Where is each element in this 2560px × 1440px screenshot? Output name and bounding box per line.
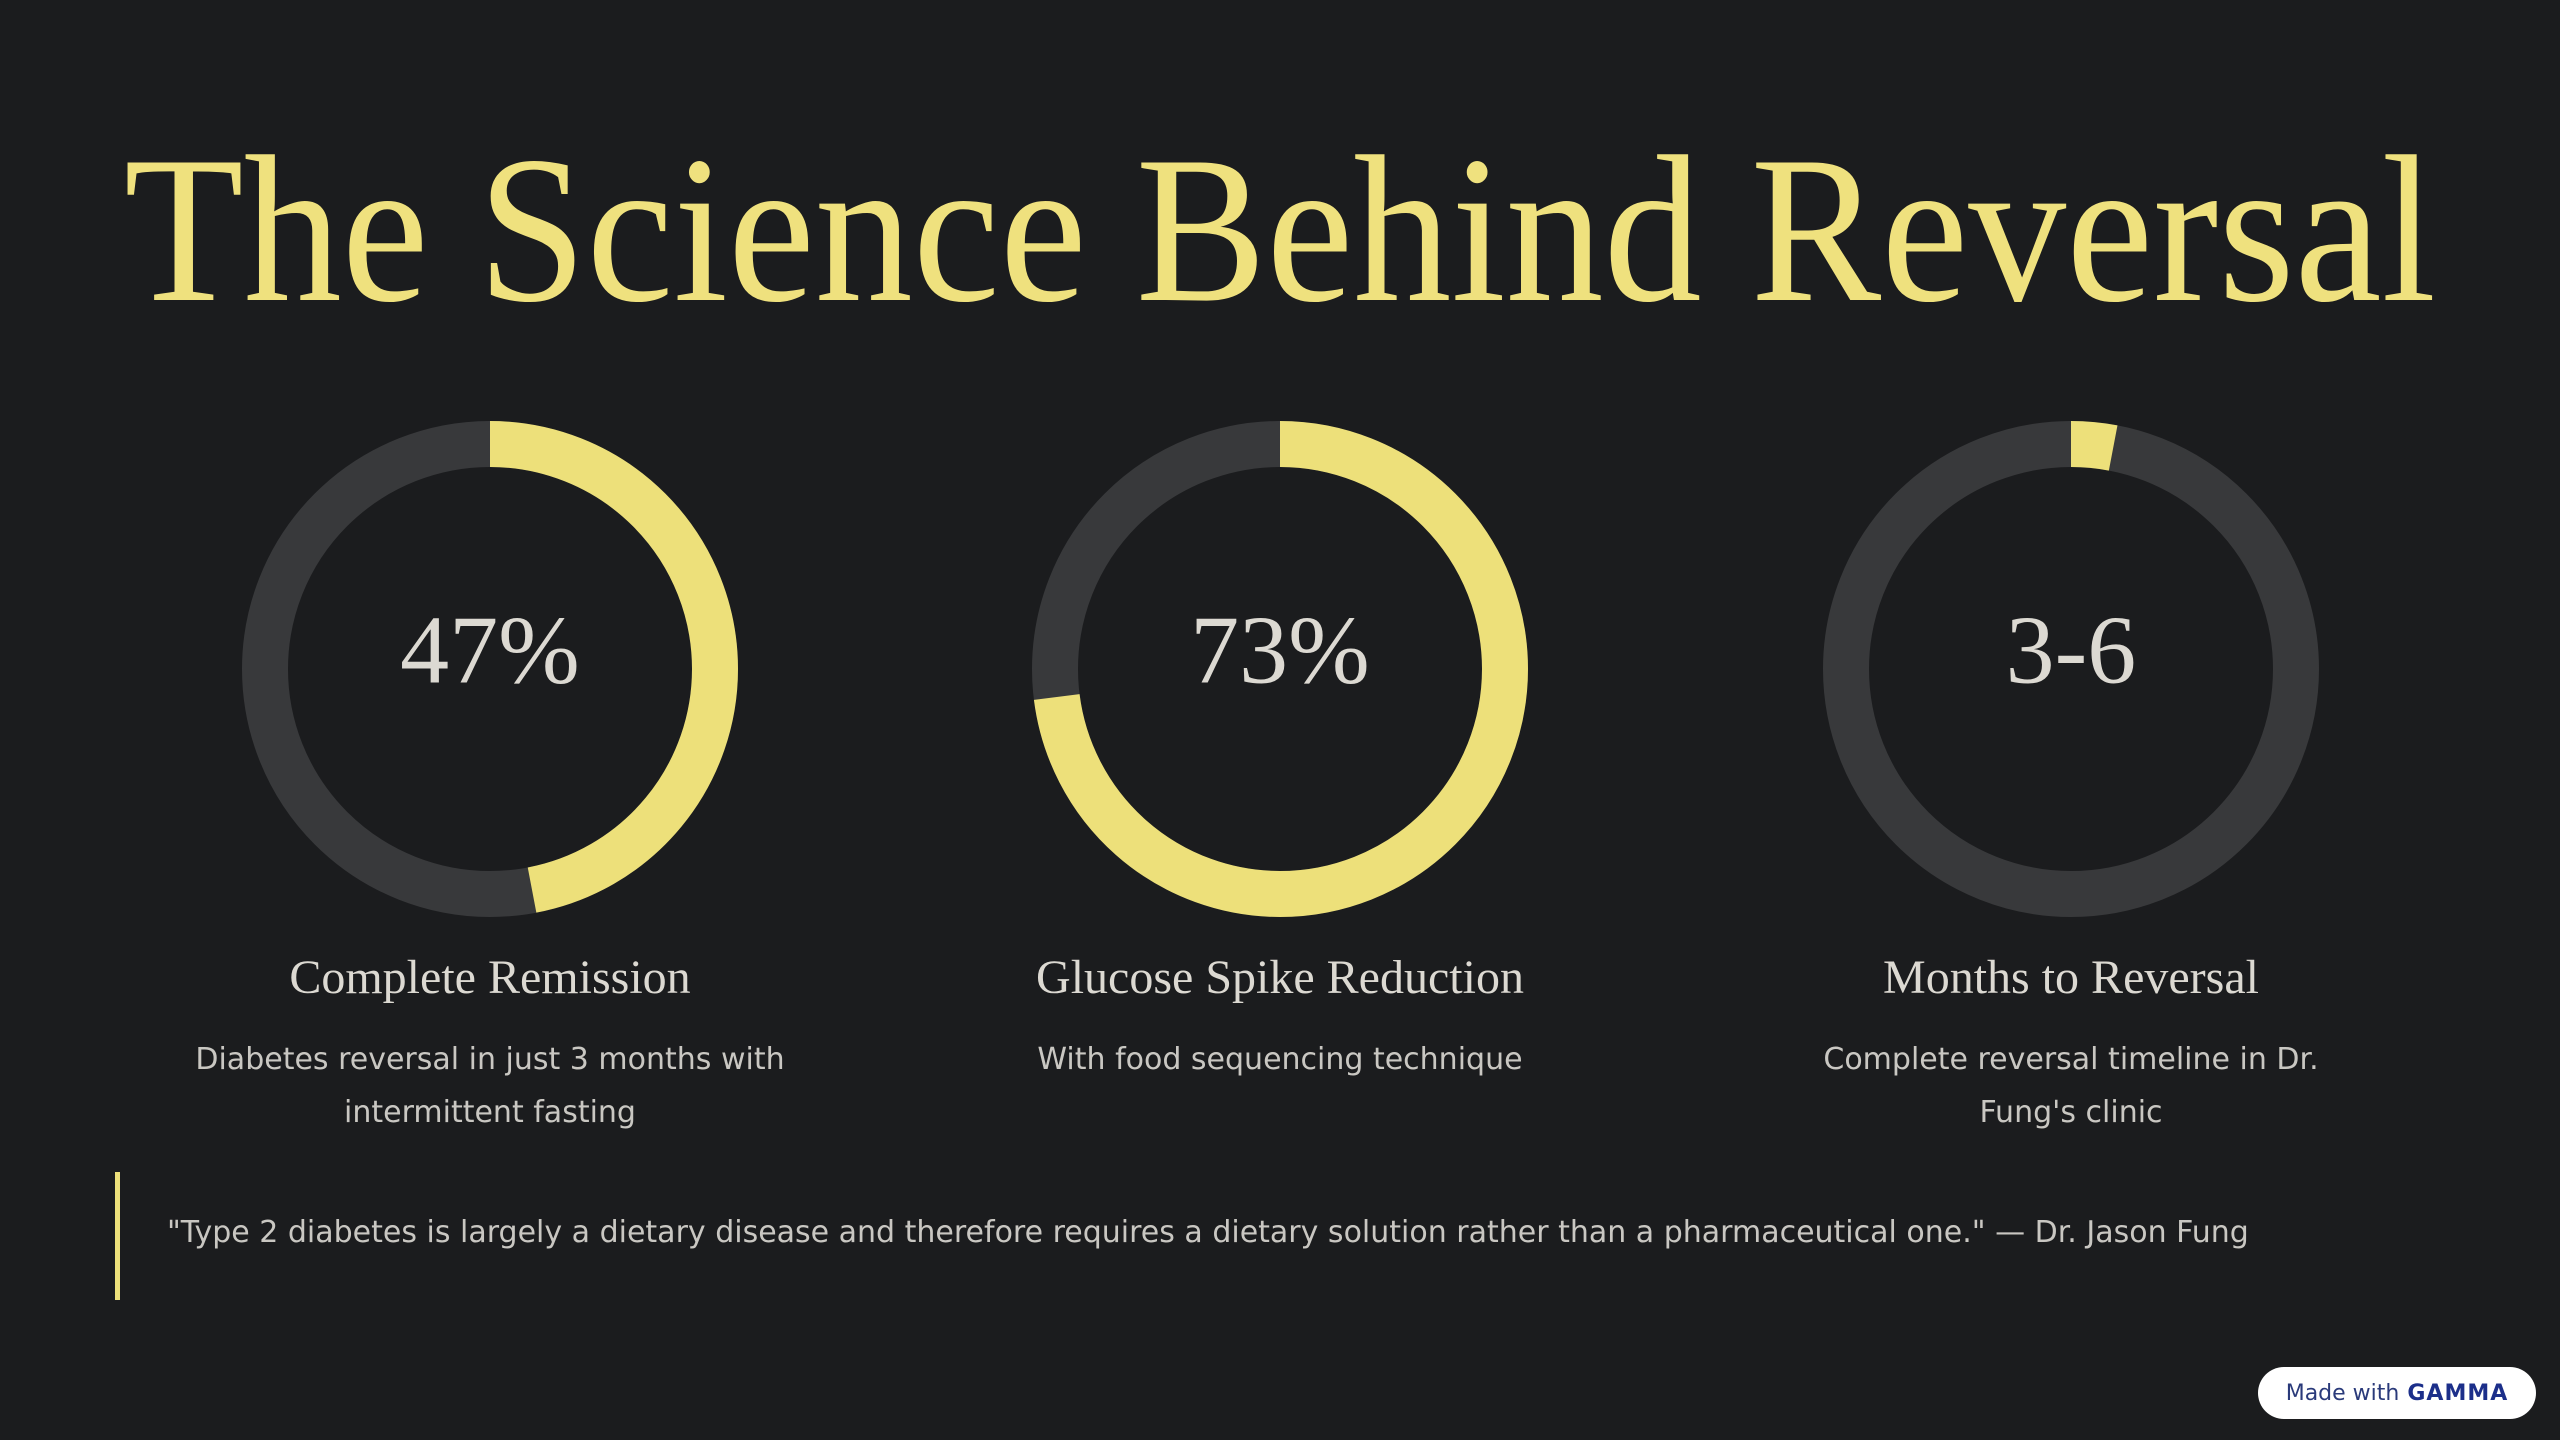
- card-description: Complete reversal timeline in Dr. Fung's…: [1823, 1042, 2319, 1130]
- donut-value: 73%: [1190, 596, 1370, 704]
- donut-value: 3-6: [2006, 596, 2137, 704]
- donut-arc: [1823, 421, 2319, 917]
- card-description: Diabetes reversal in just 3 months with …: [195, 1042, 785, 1130]
- card-heading: Glucose Spike Reduction: [1036, 951, 1524, 1004]
- title: The Science Behind Reversal: [124, 114, 2436, 346]
- card-heading: Complete Remission: [289, 951, 691, 1004]
- quote-bar: [115, 1172, 120, 1300]
- card-heading: Months to Reversal: [1883, 951, 2259, 1004]
- donut-value: 47%: [400, 596, 580, 704]
- badge-brand: GAMMA: [2407, 1380, 2509, 1406]
- badge-text: Made with: [2285, 1380, 2400, 1406]
- badge[interactable]: Made with GAMMA: [2258, 1367, 2536, 1419]
- card-description: With food sequencing technique: [1037, 1042, 1523, 1077]
- donut-arc: [1032, 421, 1528, 917]
- donut-arc: [242, 421, 738, 917]
- quote: "Type 2 diabetes is largely a dietary di…: [167, 1215, 2249, 1250]
